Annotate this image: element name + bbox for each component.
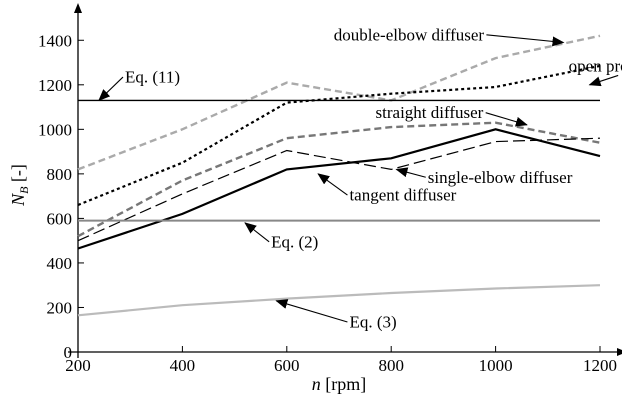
annotation-eq-11: Eq. (11) [125,68,180,87]
y-axis-label: NB [-] [8,164,31,207]
x-tick-label: 200 [65,356,91,375]
annotation-open-propeller: open propeller [569,56,622,75]
y-tick-label: 800 [47,165,73,184]
y-tick-label: 1200 [38,76,72,95]
annotation-arrow-eq-2 [244,222,270,243]
annotation-arrow-open-propeller [588,74,619,87]
axis-titles: n [rpm] NB [-] [8,164,366,394]
y-tick-label: 1000 [38,120,72,139]
annotation-arrow-straight-diffuser [485,112,528,127]
x-tick-label: 600 [274,356,300,375]
x-axis-label: n [rpm] [312,374,366,394]
axes: 200 400 600 800 1000 120002004006008001000120… [38,3,622,375]
annotation-arrow-tangent-diffuser [317,173,348,196]
x-tick-label: 1200 [583,356,617,375]
y-tick-label: 1400 [38,31,72,50]
annotation-arrow-double-elbow-diffuser [486,34,565,47]
x-tick-label: 1000 [479,356,513,375]
series-eq-3 [77,284,601,317]
series-double-elbow-diffuser [77,34,601,171]
annotation-eq-2: Eq. (2) [271,232,318,251]
annotation-single-elbow-diffuser: single-elbow diffuser [428,168,573,187]
annotation-arrow-single-elbow-diffuser [395,167,426,178]
annotation-straight-diffuser: straight diffuser [376,103,484,122]
series-single-elbow-diffuser [77,137,601,242]
x-tick-label: 800 [378,356,404,375]
annotation-eq-3: Eq. (3) [349,313,396,332]
annotation-arrow-eq-11 [98,76,124,102]
annotations: double-elbow diffuser open propeller Eq. (… [98,25,622,332]
y-tick-label: 400 [47,254,73,273]
annotation-tangent-diffuser: tangent diffuser [349,186,456,205]
plot-area [77,34,601,317]
annotation-arrow-eq-3 [275,299,348,323]
x-tick-label: 400 [170,356,196,375]
annotation-double-elbow-diffuser: double-elbow diffuser [334,25,485,44]
y-tick-label: 600 [47,209,73,228]
y-tick-label: 200 [47,298,73,317]
y-tick-label: 0 [64,343,73,362]
